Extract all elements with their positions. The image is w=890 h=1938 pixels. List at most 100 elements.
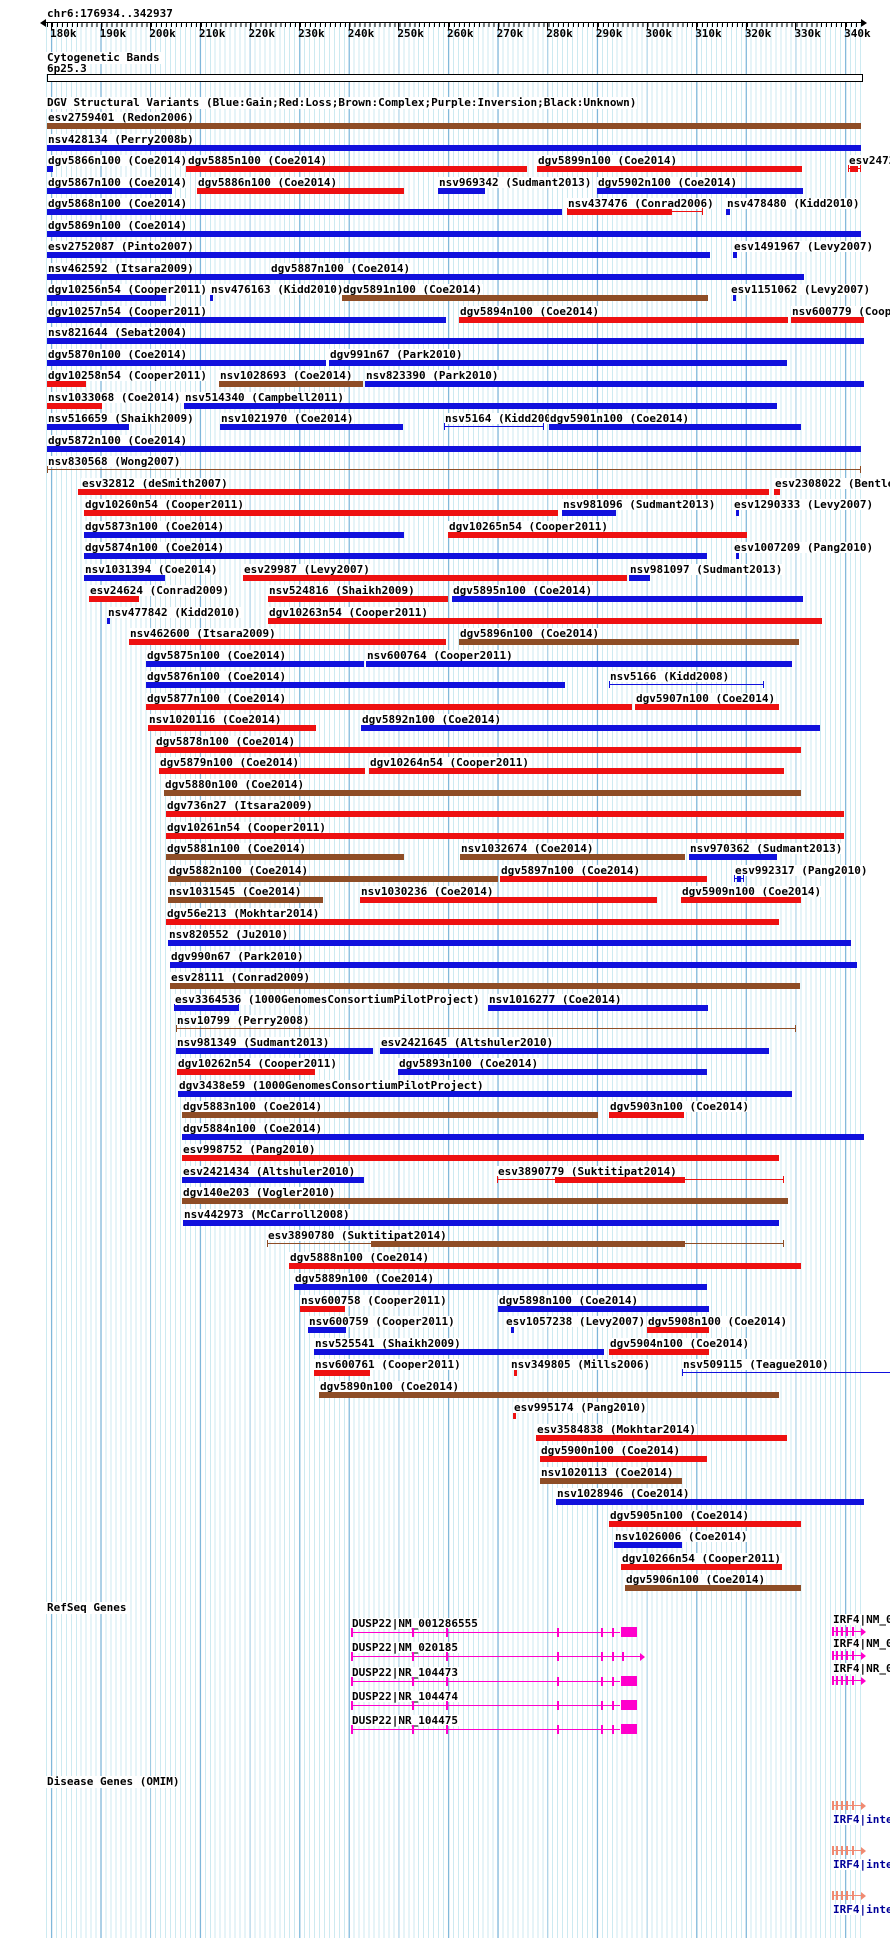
variant-bar[interactable]	[597, 187, 803, 194]
variant-bar[interactable]	[398, 1069, 707, 1075]
variant-bar[interactable]	[220, 424, 403, 430]
variant-bar[interactable]	[89, 596, 139, 602]
variant-bar[interactable]	[47, 187, 172, 194]
variant-bar[interactable]	[182, 1198, 788, 1204]
variant-bar[interactable]	[300, 1305, 345, 1312]
variant-bar[interactable]	[107, 617, 110, 624]
variant-bar[interactable]	[500, 875, 707, 882]
variant-bar[interactable]	[170, 983, 800, 989]
variant-bar[interactable]	[182, 1155, 779, 1161]
variant-bar[interactable]	[47, 424, 129, 430]
variant-bar[interactable]	[182, 1176, 364, 1183]
variant-bar[interactable]	[737, 875, 741, 882]
variant-bar[interactable]	[567, 209, 672, 215]
variant-bar[interactable]	[609, 1348, 709, 1355]
cytoband-bar[interactable]	[47, 74, 863, 82]
variant-bar[interactable]	[174, 1004, 239, 1011]
variant-bar[interactable]	[47, 316, 446, 323]
variant-bar[interactable]	[155, 746, 801, 753]
variant-bar[interactable]	[166, 918, 779, 925]
variant-bar[interactable]	[774, 488, 780, 495]
variant-bar[interactable]	[182, 1112, 598, 1118]
variant-bar[interactable]	[360, 897, 657, 903]
variant-bar[interactable]	[129, 639, 446, 645]
variant-bar[interactable]	[148, 725, 316, 731]
variant-bar[interactable]	[186, 166, 527, 172]
variant-bar[interactable]	[47, 230, 861, 237]
variant-bar[interactable]	[210, 295, 213, 301]
gene-glyph[interactable]	[832, 1800, 866, 1810]
variant-bar[interactable]	[268, 596, 448, 602]
variant-bar[interactable]	[268, 273, 804, 280]
variant-bar[interactable]	[146, 682, 565, 688]
variant-bar[interactable]	[609, 684, 764, 685]
gene-transcript[interactable]	[351, 1632, 620, 1633]
gene-glyph[interactable]	[832, 1890, 866, 1900]
gene-transcript[interactable]	[351, 1656, 640, 1658]
variant-bar[interactable]	[183, 1219, 779, 1226]
variant-bar[interactable]	[540, 1456, 707, 1462]
variant-bar[interactable]	[47, 123, 861, 129]
variant-bar[interactable]	[682, 1372, 890, 1373]
variant-bar[interactable]	[170, 961, 857, 968]
variant-bar[interactable]	[459, 316, 788, 323]
variant-bar[interactable]	[84, 574, 165, 581]
variant-bar[interactable]	[84, 510, 558, 516]
variant-bar[interactable]	[84, 553, 707, 559]
variant-bar[interactable]	[736, 553, 739, 559]
gene-transcript[interactable]	[351, 1729, 620, 1731]
variant-bar[interactable]	[47, 209, 562, 215]
gene-glyph[interactable]	[832, 1845, 866, 1855]
variant-bar[interactable]	[47, 273, 268, 280]
variant-bar[interactable]	[47, 252, 710, 258]
variant-bar[interactable]	[176, 1028, 796, 1029]
variant-bar[interactable]	[342, 295, 708, 301]
variant-bar[interactable]	[184, 402, 777, 409]
variant-bar[interactable]	[164, 789, 801, 796]
variant-bar[interactable]	[294, 1284, 707, 1290]
variant-bar[interactable]	[540, 1477, 682, 1484]
variant-bar[interactable]	[452, 596, 803, 602]
variant-bar[interactable]	[178, 1090, 792, 1097]
variant-bar[interactable]	[47, 469, 861, 470]
variant-bar[interactable]	[629, 574, 650, 581]
variant-bar[interactable]	[609, 1112, 684, 1118]
variant-bar[interactable]	[444, 426, 544, 427]
variant-bar[interactable]	[681, 897, 801, 903]
gene-glyph[interactable]	[832, 1650, 866, 1661]
variant-bar[interactable]	[726, 209, 730, 215]
variant-bar[interactable]	[556, 1499, 864, 1505]
gene-glyph[interactable]	[832, 1626, 866, 1636]
variant-bar[interactable]	[47, 402, 102, 409]
variant-bar[interactable]	[268, 617, 822, 624]
variant-bar[interactable]	[319, 1391, 779, 1398]
variant-bar[interactable]	[733, 252, 737, 258]
variant-bar[interactable]	[84, 531, 404, 538]
variant-bar[interactable]	[314, 1348, 604, 1355]
variant-bar[interactable]	[689, 854, 777, 860]
variant-bar[interactable]	[488, 1004, 708, 1011]
variant-bar[interactable]	[243, 574, 627, 581]
gene-transcript[interactable]	[351, 1680, 620, 1682]
variant-bar[interactable]	[647, 1327, 709, 1333]
variant-bar[interactable]	[498, 1305, 709, 1312]
variant-bar[interactable]	[514, 1370, 517, 1376]
variant-bar[interactable]	[47, 144, 861, 151]
variant-bar[interactable]	[166, 811, 844, 817]
variant-bar[interactable]	[168, 875, 498, 882]
variant-bar[interactable]	[513, 1413, 516, 1419]
variant-bar[interactable]	[366, 660, 792, 667]
variant-bar[interactable]	[176, 1047, 373, 1054]
variant-bar[interactable]	[448, 531, 747, 538]
variant-bar[interactable]	[47, 295, 166, 301]
variant-bar[interactable]	[438, 187, 485, 194]
variant-bar[interactable]	[168, 897, 323, 903]
variant-bar[interactable]	[166, 832, 844, 839]
variant-bar[interactable]	[289, 1262, 801, 1269]
variant-bar[interactable]	[159, 768, 365, 774]
variant-bar[interactable]	[459, 639, 799, 645]
variant-bar[interactable]	[369, 768, 784, 774]
variant-bar[interactable]	[47, 445, 861, 452]
variant-bar[interactable]	[460, 854, 685, 860]
variant-bar[interactable]	[365, 381, 864, 387]
